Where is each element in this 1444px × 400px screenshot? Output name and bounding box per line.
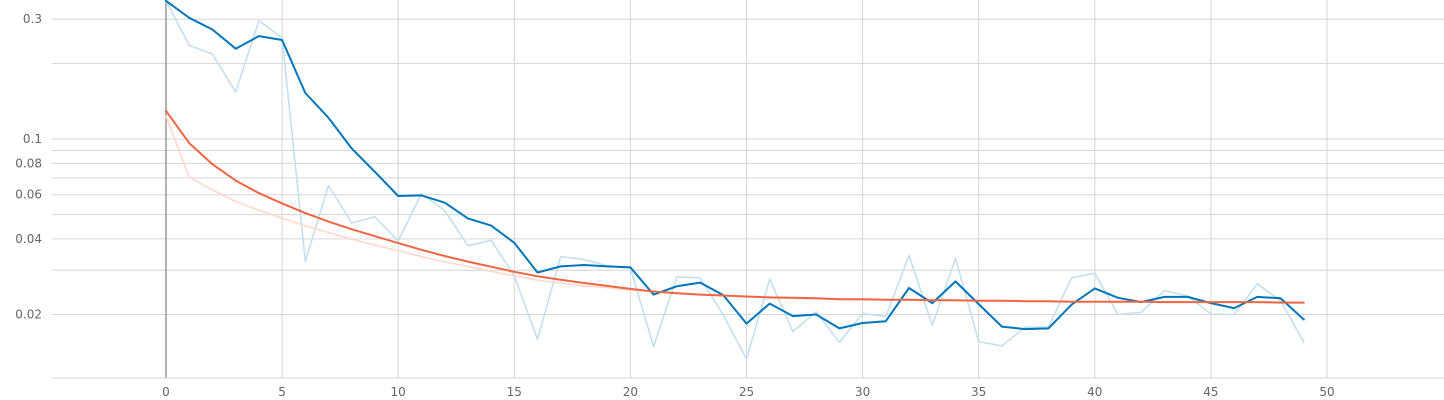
x-tick-label: 50: [1319, 385, 1334, 399]
x-tick-label: 15: [507, 385, 522, 399]
x-tick-label: 45: [1203, 385, 1218, 399]
series-lines: [165, 0, 1305, 360]
y-tick-label: 0.1: [23, 132, 42, 146]
axes: [52, 0, 1444, 379]
series-line-smoothed-2: [165, 0, 1305, 331]
x-tick-label: 20: [623, 385, 638, 399]
series-line-smoothed-3: [165, 109, 1305, 304]
y-tick-label: 0.3: [23, 12, 42, 26]
x-tick-label: 30: [855, 385, 870, 399]
x-tick-label: 35: [971, 385, 986, 399]
y-tick-label: 0.04: [15, 232, 42, 246]
y-tick-label: 0.02: [15, 308, 42, 322]
tick-labels: 0 5 10 15 20 25 30 35 40 45 50 0.02 0.04 0.06 0.08 0.1 0…: [15, 12, 1334, 399]
x-tick-label: 0: [162, 385, 170, 399]
x-tick-label: 25: [739, 385, 754, 399]
x-tick-label: 10: [391, 385, 406, 399]
series-line-raw-1: [165, 115, 1305, 304]
series-line-raw-0: [165, 0, 1305, 360]
grid: [52, 0, 1444, 378]
y-tick-label: 0.06: [15, 188, 42, 202]
x-tick-label: 5: [278, 385, 286, 399]
y-tick-label: 0.08: [15, 156, 42, 170]
x-tick-label: 40: [1087, 385, 1102, 399]
